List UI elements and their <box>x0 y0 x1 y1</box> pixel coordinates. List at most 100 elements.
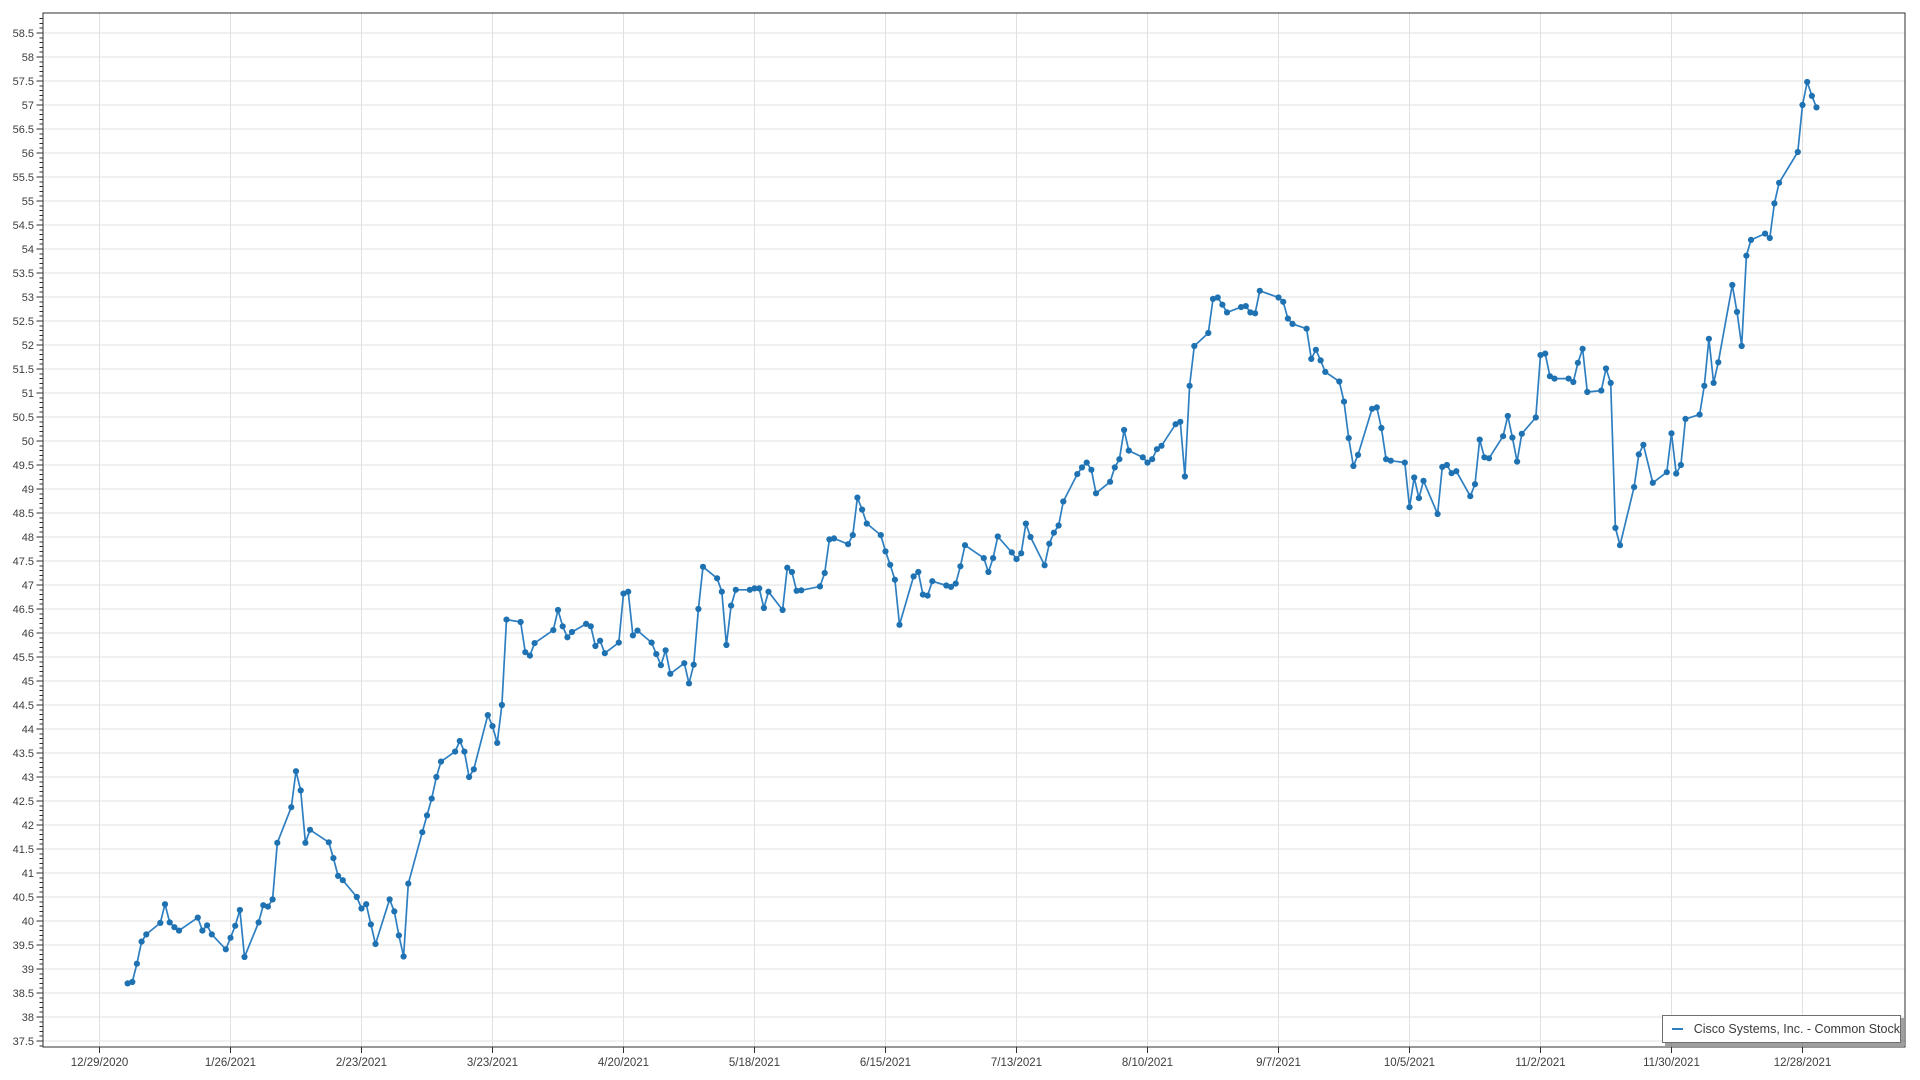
data-point[interactable] <box>306 826 314 833</box>
data-point[interactable] <box>1738 342 1745 350</box>
data-point[interactable] <box>358 905 365 912</box>
data-point[interactable] <box>597 637 604 644</box>
data-point[interactable] <box>1574 359 1581 366</box>
data-point[interactable] <box>728 602 735 609</box>
data-point[interactable] <box>1406 504 1413 511</box>
data-point[interactable] <box>1312 346 1319 353</box>
data-point[interactable] <box>1303 325 1310 332</box>
data-point[interactable] <box>718 588 725 595</box>
data-point[interactable] <box>124 980 131 987</box>
data-point[interactable] <box>171 924 178 931</box>
data-point[interactable] <box>503 616 510 623</box>
data-point[interactable] <box>484 712 491 719</box>
data-point[interactable] <box>887 561 894 568</box>
data-point[interactable] <box>1485 455 1493 462</box>
data-point[interactable] <box>1060 498 1067 505</box>
data-point[interactable] <box>568 628 576 636</box>
data-point[interactable] <box>1673 470 1680 477</box>
data-point[interactable] <box>1518 430 1525 437</box>
data-point[interactable] <box>1153 446 1160 453</box>
data-point[interactable] <box>1448 470 1455 477</box>
data-point[interactable] <box>587 623 594 630</box>
data-point[interactable] <box>1677 461 1684 469</box>
data-point[interactable] <box>1476 436 1483 443</box>
data-point[interactable] <box>494 739 501 747</box>
data-point[interactable] <box>662 647 669 654</box>
data-point[interactable] <box>222 946 229 953</box>
data-point[interactable] <box>1172 421 1179 428</box>
data-point[interactable] <box>208 931 215 938</box>
data-point[interactable] <box>1350 462 1357 470</box>
data-point[interactable] <box>227 934 234 941</box>
data-point[interactable] <box>1139 454 1146 461</box>
data-point[interactable] <box>1125 447 1132 454</box>
data-point[interactable] <box>1733 308 1741 315</box>
data-point[interactable] <box>1401 459 1408 466</box>
data-point[interactable] <box>952 580 959 587</box>
data-point[interactable] <box>690 661 697 668</box>
data-point[interactable] <box>994 533 1001 540</box>
data-point[interactable] <box>896 621 903 628</box>
data-point[interactable] <box>793 587 800 594</box>
data-point[interactable] <box>760 604 768 612</box>
data-point[interactable] <box>264 903 271 910</box>
data-point[interactable] <box>292 768 300 775</box>
data-point[interactable] <box>1214 294 1221 301</box>
data-point[interactable] <box>1186 382 1193 389</box>
data-point[interactable] <box>961 542 969 549</box>
data-point[interactable] <box>437 758 445 765</box>
data-point[interactable] <box>1411 474 1418 481</box>
data-point[interactable] <box>1771 200 1778 207</box>
data-point[interactable] <box>943 582 950 589</box>
data-point[interactable] <box>400 953 407 960</box>
data-point[interactable] <box>1813 104 1820 111</box>
data-point[interactable] <box>1242 303 1249 310</box>
data-point[interactable] <box>288 804 295 811</box>
data-point[interactable] <box>1471 481 1479 488</box>
data-point[interactable] <box>947 583 955 591</box>
data-point[interactable] <box>395 932 402 939</box>
data-point[interactable] <box>1808 92 1815 99</box>
data-point[interactable] <box>517 618 524 626</box>
data-point[interactable] <box>1663 469 1670 476</box>
data-point[interactable] <box>648 639 655 646</box>
data-point[interactable] <box>143 931 150 938</box>
data-point[interactable] <box>798 587 805 594</box>
data-point[interactable] <box>1088 466 1095 473</box>
data-point[interactable] <box>241 953 248 961</box>
data-point[interactable] <box>1747 236 1755 243</box>
data-point[interactable] <box>419 829 426 836</box>
data-point[interactable] <box>1107 478 1114 485</box>
data-point[interactable] <box>1701 382 1708 389</box>
data-point[interactable] <box>667 670 674 677</box>
data-point[interactable] <box>269 896 276 903</box>
data-point[interactable] <box>1256 287 1263 294</box>
data-point[interactable] <box>723 641 730 649</box>
data-point[interactable] <box>1383 456 1390 463</box>
data-point[interactable] <box>1219 301 1226 308</box>
data-point[interactable] <box>1116 456 1123 463</box>
data-point[interactable] <box>461 748 468 755</box>
data-point[interactable] <box>1322 368 1329 375</box>
data-point[interactable] <box>1345 435 1352 442</box>
data-point[interactable] <box>363 901 370 908</box>
data-point[interactable] <box>1092 490 1100 497</box>
data-point[interactable] <box>779 606 786 614</box>
data-point[interactable] <box>133 960 140 967</box>
data-point[interactable] <box>1729 281 1736 289</box>
data-point[interactable] <box>526 652 534 659</box>
data-point[interactable] <box>1799 101 1806 109</box>
data-point[interactable] <box>1532 414 1539 421</box>
data-point[interactable] <box>386 896 393 903</box>
data-point[interactable] <box>601 650 608 657</box>
data-point[interactable] <box>1074 471 1081 478</box>
data-point[interactable] <box>456 737 463 745</box>
data-point[interactable] <box>985 568 992 576</box>
data-point[interactable] <box>1537 352 1544 359</box>
data-point[interactable] <box>1804 78 1811 86</box>
data-point[interactable] <box>784 564 791 571</box>
data-point[interactable] <box>919 591 927 598</box>
data-point[interactable] <box>1743 252 1750 259</box>
data-point[interactable] <box>653 651 660 658</box>
